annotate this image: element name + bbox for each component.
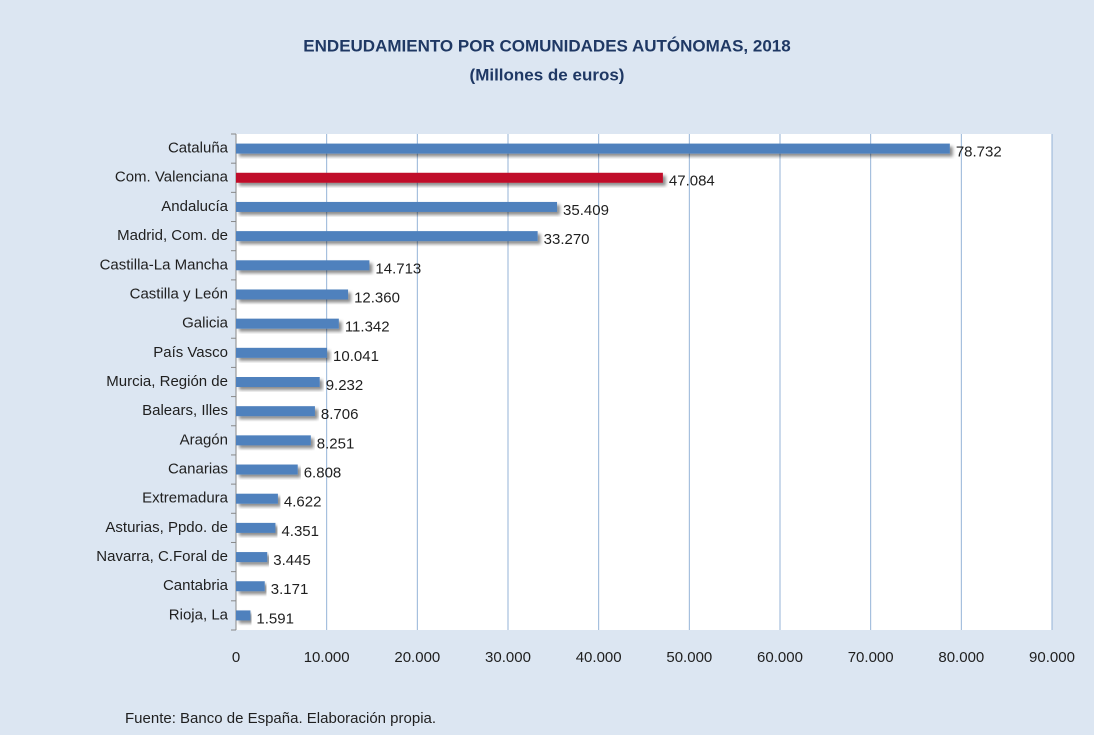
x-tick-label: 50.000 bbox=[666, 649, 712, 666]
bar bbox=[236, 552, 268, 563]
x-tick-label: 80.000 bbox=[938, 649, 984, 666]
data-label: 47.084 bbox=[669, 173, 715, 190]
bar bbox=[236, 581, 265, 592]
data-label: 10.041 bbox=[333, 348, 379, 365]
bar bbox=[236, 464, 298, 475]
x-tick-label: 90.000 bbox=[1029, 649, 1075, 666]
y-tick-label: Navarra, C.Foral de bbox=[96, 548, 228, 565]
chart-subtitle: (Millones de euros) bbox=[470, 65, 625, 84]
bar bbox=[236, 610, 251, 621]
data-label: 14.713 bbox=[375, 260, 421, 277]
y-tick-label: Com. Valenciana bbox=[115, 169, 229, 186]
data-label: 3.171 bbox=[271, 581, 309, 598]
bar bbox=[236, 231, 538, 242]
y-tick-label: Cataluña bbox=[168, 140, 229, 157]
y-tick-label: Castilla-La Mancha bbox=[100, 256, 229, 273]
bar bbox=[236, 435, 311, 446]
bar bbox=[236, 522, 276, 533]
y-tick-label: Cantabria bbox=[163, 577, 229, 594]
data-label: 78.732 bbox=[956, 144, 1002, 161]
data-label: 35.409 bbox=[563, 202, 609, 219]
y-tick-label: Asturias, Ppdo. de bbox=[105, 519, 228, 536]
y-tick-label: Balears, Illes bbox=[142, 402, 228, 419]
data-label: 8.706 bbox=[321, 406, 359, 423]
data-label: 4.622 bbox=[284, 494, 322, 511]
x-tick-label: 10.000 bbox=[304, 649, 350, 666]
x-tick-label: 30.000 bbox=[485, 649, 531, 666]
bar bbox=[236, 406, 315, 417]
data-label: 11.342 bbox=[345, 319, 390, 336]
bar bbox=[236, 260, 370, 271]
plot-area bbox=[236, 134, 1052, 630]
y-tick-label: Andalucía bbox=[161, 198, 228, 215]
bar bbox=[236, 318, 339, 329]
bar bbox=[236, 201, 558, 212]
data-label: 33.270 bbox=[544, 231, 590, 248]
x-tick-label: 60.000 bbox=[757, 649, 803, 666]
x-tick-label: 0 bbox=[232, 649, 240, 666]
y-tick-label: Madrid, Com. de bbox=[117, 227, 228, 244]
y-tick-label: Castilla y León bbox=[130, 285, 228, 302]
x-tick-label: 40.000 bbox=[576, 649, 622, 666]
y-tick-label: Murcia, Región de bbox=[106, 373, 228, 390]
data-label: 4.351 bbox=[281, 523, 319, 540]
chart-title: ENDEUDAMIENTO POR COMUNIDADES AUTÓNOMAS,… bbox=[303, 36, 790, 55]
y-tick-label: Rioja, La bbox=[169, 606, 229, 623]
y-tick-label: Aragón bbox=[180, 431, 228, 448]
data-label: 6.808 bbox=[304, 464, 342, 481]
bar bbox=[236, 377, 320, 387]
bar bbox=[236, 143, 950, 154]
bar bbox=[236, 289, 349, 300]
source-note: Fuente: Banco de España. Elaboración pro… bbox=[125, 710, 436, 727]
bar bbox=[236, 172, 663, 183]
x-tick-label: 70.000 bbox=[848, 649, 894, 666]
y-tick-label: Canarias bbox=[168, 460, 228, 477]
y-tick-label: Galicia bbox=[182, 315, 229, 332]
bar bbox=[236, 493, 278, 504]
data-label: 12.360 bbox=[354, 289, 400, 306]
bar bbox=[236, 347, 328, 358]
y-tick-label: País Vasco bbox=[153, 344, 228, 361]
data-label: 9.232 bbox=[326, 377, 364, 394]
x-tick-label: 20.000 bbox=[394, 649, 440, 666]
data-label: 8.251 bbox=[317, 435, 355, 452]
data-label: 1.591 bbox=[256, 610, 294, 627]
data-label: 3.445 bbox=[273, 552, 311, 569]
y-tick-label: Extremadura bbox=[142, 490, 229, 507]
